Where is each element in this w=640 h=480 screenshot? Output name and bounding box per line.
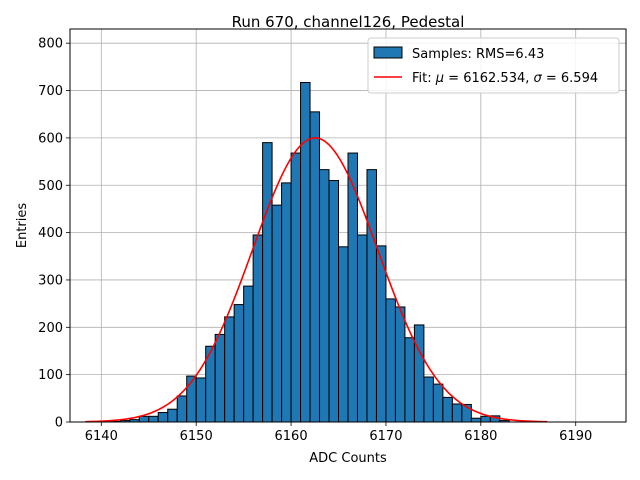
x-tick-label: 6170 <box>369 429 402 444</box>
histogram-bar <box>385 298 396 423</box>
histogram-bar <box>375 245 387 423</box>
y-axis-ticks: 0 100 200 300 400 500 600 700 800 <box>38 37 70 431</box>
histogram-bar <box>404 337 415 423</box>
y-tick-label: 0 <box>55 416 63 431</box>
histogram-bar <box>281 182 292 423</box>
histogram-bar <box>176 395 188 423</box>
y-tick-label: 300 <box>38 273 63 288</box>
legend-box <box>367 37 620 94</box>
histogram-bar <box>195 377 207 423</box>
histogram-bar <box>309 111 321 423</box>
y-tick-label: 500 <box>38 179 63 194</box>
sigma-symbol: σ <box>534 71 543 86</box>
x-tick-label: 6180 <box>464 429 497 444</box>
histogram-bar <box>138 415 150 423</box>
chart-title: Run 670, channel126, Pedestal <box>232 13 465 31</box>
histogram-bar <box>262 142 273 423</box>
x-axis-label: ADC Counts <box>309 451 387 466</box>
histogram-bar <box>451 403 463 423</box>
legend-label-fit: Fit: μ = 6162.534, σ = 6.594 <box>412 71 598 86</box>
plot-frame <box>69 28 627 423</box>
histogram-bar <box>394 306 406 423</box>
fit-curve <box>85 137 548 423</box>
y-tick-label: 600 <box>38 131 63 146</box>
histogram-bar <box>233 304 245 423</box>
x-tick-label: 6140 <box>85 429 118 444</box>
histogram-bar <box>252 234 264 423</box>
histogram-bars <box>110 82 510 423</box>
mu-value: = 6162.534, <box>444 71 533 86</box>
legend: Samples: RMS=6.43 Fit: μ = 6162.534, σ =… <box>367 37 620 94</box>
y-tick-label: 400 <box>38 226 63 241</box>
histogram-bar <box>300 82 311 423</box>
histogram-bar <box>366 169 377 423</box>
x-tick-label: 6160 <box>275 429 308 444</box>
histogram-bar <box>290 152 302 423</box>
histogram-bar <box>480 415 491 423</box>
histogram-bar <box>157 412 169 423</box>
histogram-bar <box>442 396 453 423</box>
sigma-value: = 6.594 <box>542 71 598 86</box>
legend-label-samples: Samples: RMS=6.43 <box>412 47 544 62</box>
histogram-bar <box>167 408 178 423</box>
histogram-bar <box>148 415 159 423</box>
histogram-bar <box>271 204 283 423</box>
fit-label-prefix: Fit: <box>412 71 436 86</box>
y-tick-label: 200 <box>38 321 63 336</box>
mu-symbol: μ <box>435 71 444 86</box>
histogram-bar <box>356 234 368 423</box>
histogram-bar <box>470 417 482 423</box>
histogram-bar <box>423 376 434 423</box>
histogram-bar <box>328 180 340 423</box>
histogram-bar <box>338 246 349 423</box>
histogram-bar <box>243 285 254 423</box>
histogram-bar <box>413 324 425 423</box>
y-tick-label: 700 <box>38 84 63 99</box>
histogram-bar <box>214 333 226 423</box>
histogram-bar <box>319 169 330 423</box>
histogram-bar <box>224 316 235 423</box>
y-tick-label: 100 <box>38 368 63 383</box>
x-axis-ticks: 6140 6150 6160 6170 6180 6190 <box>85 422 592 444</box>
x-tick-label: 6150 <box>180 429 213 444</box>
y-tick-label: 800 <box>38 37 63 52</box>
x-tick-label: 6190 <box>559 429 592 444</box>
histogram-bar <box>432 383 444 423</box>
y-axis-label: Entries <box>15 203 30 249</box>
legend-swatch-samples <box>373 46 403 59</box>
